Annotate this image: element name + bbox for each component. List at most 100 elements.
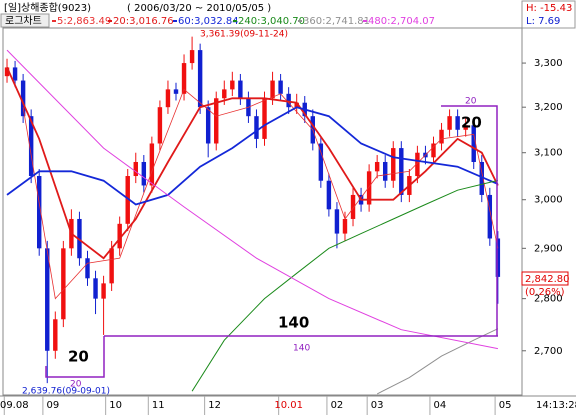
scale-box bbox=[0, 13, 50, 28]
candle-body bbox=[20, 80, 26, 117]
candle-body bbox=[222, 89, 227, 99]
hl-box bbox=[521, 0, 576, 29]
x-tick-label: 12 bbox=[208, 400, 221, 411]
candle-body bbox=[318, 143, 324, 181]
candle-body bbox=[471, 125, 476, 162]
candle-body bbox=[173, 89, 179, 94]
candle-body bbox=[141, 161, 147, 186]
candle-body bbox=[447, 116, 452, 130]
low-change: L: 7.69 bbox=[526, 16, 560, 27]
y-tick-label: 3,200 bbox=[534, 102, 563, 113]
ma-line bbox=[6, 106, 499, 206]
candle-body bbox=[238, 80, 243, 99]
candle-body bbox=[28, 116, 34, 177]
range-label-big: 140 bbox=[278, 314, 309, 332]
candle-body bbox=[125, 176, 130, 224]
scale-label: 로그차트 bbox=[5, 15, 42, 27]
plot bbox=[4, 36, 526, 395]
candle-body bbox=[77, 218, 82, 259]
chart-title: [일]상해종합(9023) bbox=[4, 1, 91, 14]
candle-body bbox=[350, 194, 356, 219]
chart-subtitle: ( 2006/03/20 ~ 2010/05/05 ) bbox=[127, 3, 271, 14]
candle-body bbox=[181, 63, 187, 94]
candle-body bbox=[93, 278, 98, 299]
range-label: 20 bbox=[70, 380, 82, 390]
plot-frame bbox=[2, 27, 523, 396]
candle-body bbox=[487, 194, 493, 239]
candle-body bbox=[189, 50, 195, 64]
range-box bbox=[45, 336, 105, 378]
x-tick-label: 09 bbox=[47, 400, 60, 411]
x-tick-label: 10 bbox=[109, 400, 122, 411]
candle-body bbox=[342, 218, 348, 234]
range-box bbox=[441, 105, 498, 336]
candle-body bbox=[101, 283, 106, 299]
y-tick-label: 2,700 bbox=[534, 346, 563, 357]
range-label-big: 20 bbox=[461, 114, 482, 132]
last-change: (0.26%) bbox=[525, 287, 565, 298]
ma-line bbox=[6, 67, 499, 260]
candle-body bbox=[455, 116, 460, 130]
range-label: 140 bbox=[293, 344, 310, 354]
x-tick-label: 05 bbox=[499, 400, 512, 411]
candle-body bbox=[85, 258, 90, 279]
x-tick-label: 11 bbox=[152, 400, 165, 411]
clock: 14:13:28 bbox=[536, 400, 576, 411]
x-tick-label: 02 bbox=[331, 400, 344, 411]
candle-body bbox=[109, 248, 114, 284]
candle-body bbox=[262, 98, 267, 139]
candle-body bbox=[382, 161, 388, 181]
low-annotation: 2,639.76(09-09-01) bbox=[22, 387, 110, 397]
candle-body bbox=[12, 67, 18, 81]
range-label-big: 20 bbox=[68, 348, 89, 366]
candle-body bbox=[117, 223, 122, 249]
candle-body bbox=[326, 180, 332, 210]
candle-body bbox=[334, 209, 340, 234]
candle-body bbox=[45, 248, 50, 351]
candle-body bbox=[157, 107, 163, 144]
candle-body bbox=[286, 93, 291, 108]
candle-body bbox=[230, 80, 235, 90]
candle-body bbox=[391, 148, 396, 181]
ma-line bbox=[191, 179, 499, 392]
candle-body bbox=[479, 161, 484, 195]
candle-body bbox=[36, 176, 42, 249]
candle-body bbox=[197, 50, 203, 108]
y-tick-label: 3,000 bbox=[534, 195, 563, 206]
candle-body bbox=[366, 171, 372, 205]
candle-body bbox=[205, 107, 211, 144]
high-annotation: 3,361.39(09-11-24) bbox=[200, 30, 288, 40]
candle-body bbox=[214, 98, 219, 144]
candle-body bbox=[374, 161, 380, 172]
candle-body bbox=[415, 152, 420, 177]
candle-body bbox=[495, 238, 501, 277]
candle-body bbox=[294, 102, 299, 108]
candle-body bbox=[463, 125, 468, 130]
legend-label: 240:3,040.70 bbox=[238, 16, 305, 27]
high-change: H: -15.43 bbox=[526, 3, 572, 14]
y-tick-label: 3,300 bbox=[534, 58, 563, 69]
candle-body bbox=[53, 319, 58, 351]
candle-body bbox=[399, 148, 404, 195]
y-tick-label: 2,900 bbox=[534, 243, 563, 254]
candle-body bbox=[431, 143, 436, 158]
legend-label: 60:3,032.84 bbox=[178, 16, 239, 27]
candle-body bbox=[165, 89, 171, 108]
x-tick-label: 10.01 bbox=[274, 400, 303, 411]
candle-body bbox=[254, 116, 259, 139]
candle-body bbox=[270, 80, 275, 99]
candle-body bbox=[4, 67, 10, 77]
candle-body bbox=[439, 129, 444, 144]
legend-label: 5:2,863.49 bbox=[57, 16, 111, 27]
x-tick-label: 03 bbox=[371, 400, 384, 411]
range-label: 20 bbox=[465, 97, 477, 107]
x-tick-label: 04 bbox=[434, 400, 447, 411]
y-tick-label: 2,800 bbox=[534, 294, 563, 305]
y-tick-label: 3,100 bbox=[534, 148, 563, 159]
ma-line bbox=[22, 88, 499, 300]
last-price: 2,842.80 bbox=[525, 274, 570, 285]
ma-line bbox=[6, 49, 498, 350]
legend-label: 360:2,741.81 bbox=[303, 16, 370, 27]
